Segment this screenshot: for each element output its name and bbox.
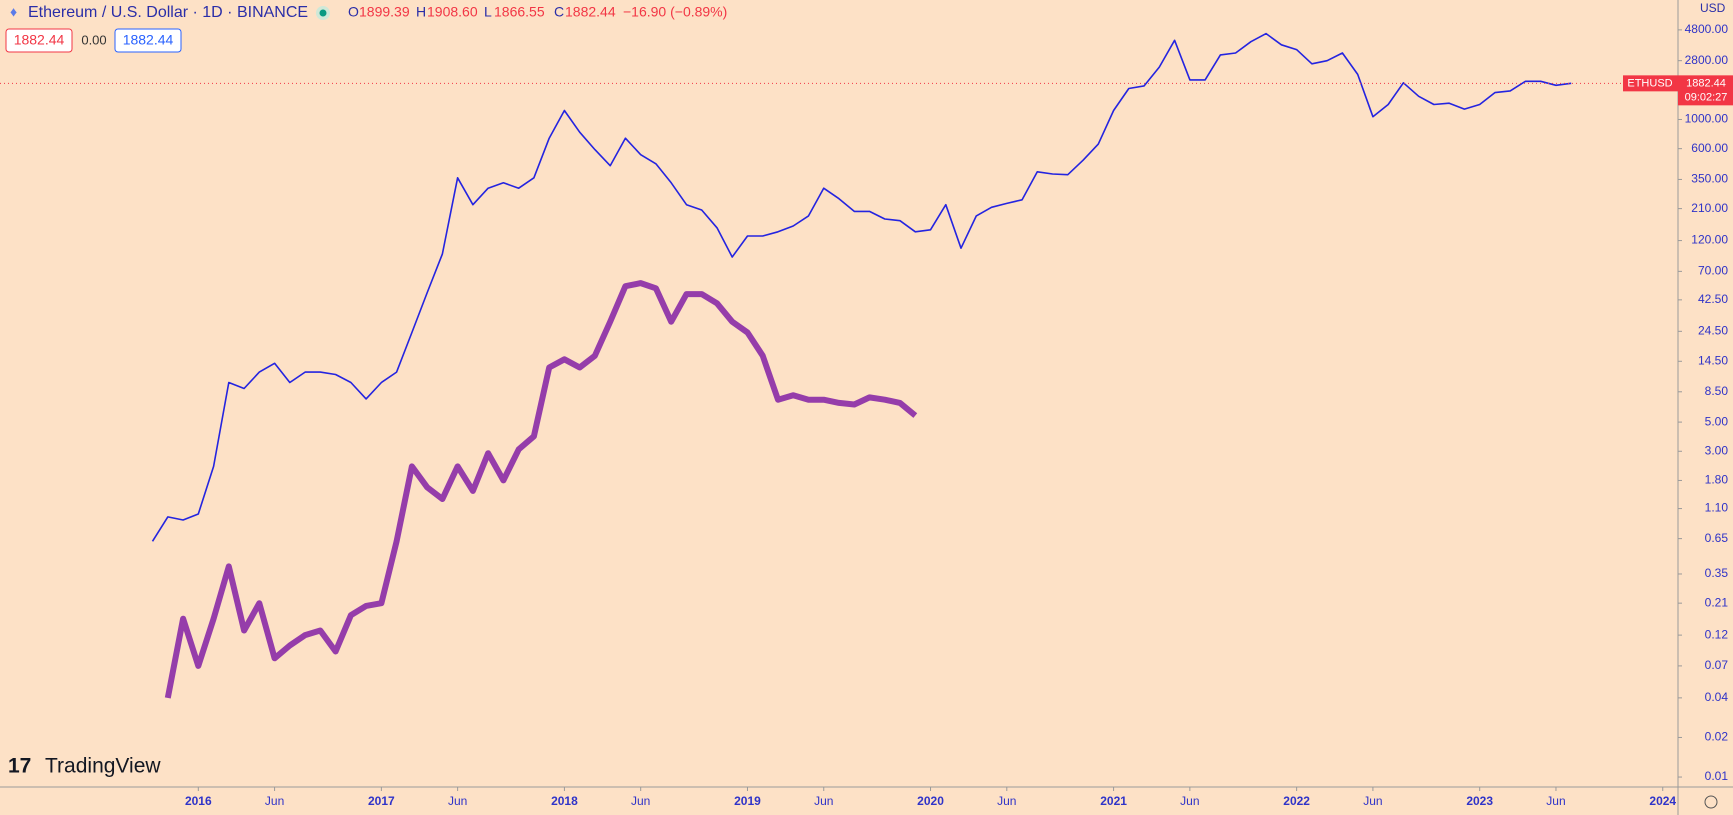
x-tick-label: 2019 — [734, 794, 761, 808]
symbol-tag — [1623, 75, 1678, 92]
x-tick-label: 2020 — [917, 794, 944, 808]
ask-box[interactable] — [114, 28, 182, 53]
y-tick-label: 2800.00 — [1685, 53, 1729, 67]
settings-icon[interactable] — [1704, 795, 1718, 809]
y-tick-label: 4800.00 — [1685, 22, 1729, 36]
y-tick-label: 0.12 — [1705, 627, 1729, 641]
y-tick-label: 350.00 — [1691, 172, 1728, 186]
y-tick-label: 0.65 — [1705, 531, 1729, 545]
x-tick-label: Jun — [997, 794, 1016, 808]
x-tick-label: Jun — [1180, 794, 1199, 808]
y-tick-label: 42.50 — [1698, 292, 1728, 306]
x-tick-label: Jun — [631, 794, 650, 808]
price-tag — [1678, 75, 1733, 106]
price-line — [151, 32, 1572, 542]
y-tick-label: 0.07 — [1705, 658, 1729, 672]
y-tick-label: 120.00 — [1691, 233, 1728, 247]
y-tick-label: 8.50 — [1705, 384, 1729, 398]
ohlc-value: 1899.39 — [359, 4, 410, 20]
symbol-tag-text: ETHUSD — [1627, 77, 1672, 89]
y-tick-label: 1.80 — [1705, 473, 1729, 487]
y-tick-label: 0.02 — [1705, 730, 1729, 744]
overlay-line — [164, 280, 918, 699]
chart-title: Ethereum / U.S. Dollar · 1D · BINANCE — [28, 4, 308, 21]
x-tick-label: Jun — [814, 794, 833, 808]
x-tick-label: 2024 — [1649, 794, 1676, 808]
ask: 1882.44 — [123, 32, 174, 48]
y-tick-label: 0.35 — [1705, 566, 1729, 580]
ohlc-label: L — [484, 4, 492, 20]
y-tick-label: 70.00 — [1698, 264, 1728, 278]
x-tick-label: 2018 — [551, 794, 578, 808]
countdown: 09:02:27 — [1685, 91, 1728, 103]
logo-mark: 17 — [8, 755, 31, 778]
status-dot — [319, 9, 327, 17]
y-tick-label: 14.50 — [1698, 353, 1728, 367]
x-tick-label: Jun — [448, 794, 467, 808]
bid: 1882.44 — [14, 32, 65, 48]
logo: 17 TradingView — [8, 755, 161, 778]
y-tick-label: 0.01 — [1705, 769, 1729, 783]
y-tick-label: 1.10 — [1705, 501, 1729, 515]
x-tick-label: 2016 — [185, 794, 212, 808]
y-tick-label: 5.00 — [1705, 414, 1729, 428]
y-tick-label: 0.21 — [1705, 595, 1729, 609]
y-tick-label: 600.00 — [1691, 141, 1728, 155]
x-tick-label: 2023 — [1466, 794, 1493, 808]
header: ♦ Ethereum / U.S. Dollar · 1D · BINANCE … — [5, 1, 1726, 53]
x-tick-label: Jun — [265, 794, 284, 808]
bid-box[interactable] — [5, 28, 73, 53]
eth-icon: ♦ — [10, 4, 17, 20]
price-tag-text: 1882.44 — [1686, 77, 1726, 89]
y-tick-label: 0.04 — [1705, 690, 1729, 704]
ohlc-value: 1908.60 — [427, 4, 478, 20]
ohlc-value: 1882.44 — [565, 4, 616, 20]
ohlc-label: O — [348, 4, 359, 20]
x-tick-label: Jun — [1363, 794, 1382, 808]
x-tick-label: 2017 — [368, 794, 395, 808]
ohlc-change: −16.90 (−0.89%) — [623, 4, 727, 20]
ohlc-value: 1866.55 — [494, 4, 545, 20]
ohlc-label: C — [554, 4, 564, 20]
currency[interactable]: USD — [1700, 1, 1726, 15]
x-tick-label: Jun — [1546, 794, 1565, 808]
spread: 0.00 — [81, 32, 106, 47]
x-tick-label: 2021 — [1100, 794, 1127, 808]
x-tick-label: 2022 — [1283, 794, 1310, 808]
y-tick-label: 24.50 — [1698, 323, 1728, 337]
y-tick-label: 1000.00 — [1685, 112, 1729, 126]
logo-text: TradingView — [45, 755, 161, 778]
y-tick-label: 210.00 — [1691, 201, 1728, 215]
ohlc-label: H — [416, 4, 426, 20]
y-tick-label: 3.00 — [1705, 443, 1729, 457]
